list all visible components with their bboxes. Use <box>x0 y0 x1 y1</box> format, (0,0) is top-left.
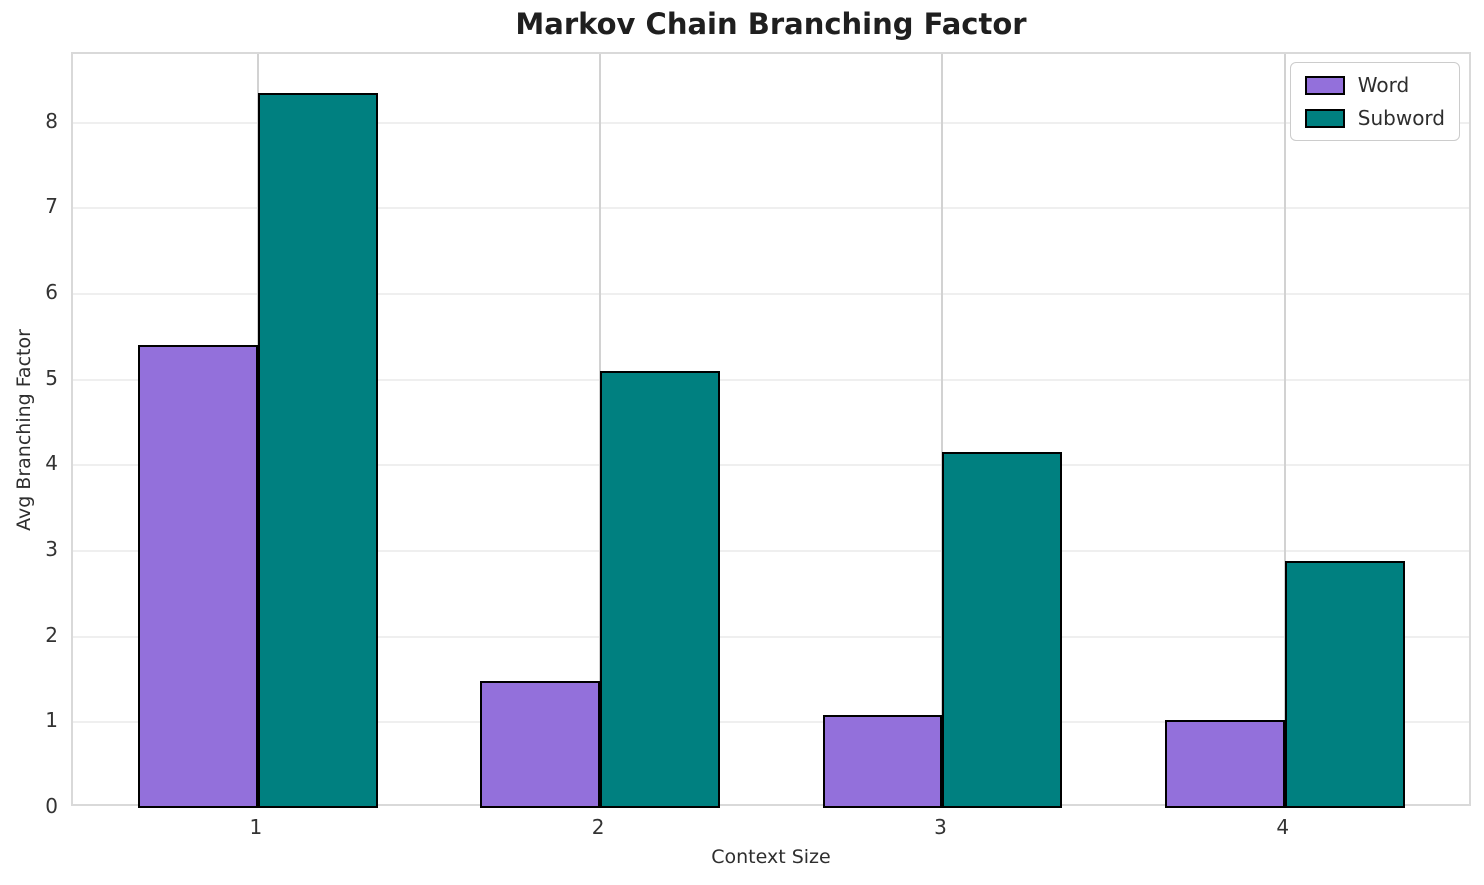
legend-swatch-subword <box>1304 108 1345 128</box>
legend-label: Subword <box>1357 106 1445 130</box>
legend-entry-word: Word <box>1304 73 1445 97</box>
x-tick-label: 4 <box>1276 815 1290 839</box>
h-gridline <box>73 121 1469 124</box>
x-axis-label: Context Size <box>711 846 831 868</box>
bar-subword-1 <box>257 92 378 808</box>
v-gridline <box>1283 54 1286 804</box>
bar-word-2 <box>480 681 601 808</box>
y-tick-label: 2 <box>45 622 58 647</box>
x-tick-label: 3 <box>934 815 947 839</box>
bar-word-4 <box>1164 719 1285 808</box>
y-tick-label: 4 <box>45 451 58 476</box>
h-gridline <box>73 292 1469 295</box>
y-tick-label: 7 <box>45 194 58 219</box>
v-gridline <box>941 54 944 804</box>
legend: Word Subword <box>1289 62 1460 141</box>
y-tick-label: 5 <box>45 365 58 390</box>
x-tick-label: 1 <box>249 815 263 839</box>
bar-subword-2 <box>600 371 720 808</box>
legend-swatch-word <box>1304 75 1345 95</box>
h-gridline <box>73 207 1469 210</box>
h-gridline <box>73 635 1469 638</box>
y-tick-label: 1 <box>45 708 58 733</box>
bar-subword-3 <box>942 452 1063 808</box>
h-gridline <box>73 378 1469 381</box>
bar-word-3 <box>822 715 943 808</box>
y-tick-label: 6 <box>45 279 58 304</box>
y-tick-label: 0 <box>45 794 58 818</box>
legend-label: Word <box>1357 73 1410 97</box>
plot-area <box>71 52 1471 808</box>
h-gridline <box>73 464 1469 467</box>
bar-word-1 <box>138 345 258 808</box>
chart-title: Markov Chain Branching Factor <box>515 7 1027 41</box>
legend-entry-subword: Subword <box>1304 106 1445 130</box>
bar-subword-4 <box>1284 561 1405 808</box>
h-gridline <box>73 721 1469 724</box>
x-tick-label: 2 <box>591 815 605 839</box>
h-gridline <box>73 549 1469 552</box>
y-tick-label: 8 <box>45 108 58 133</box>
y-tick-label: 3 <box>45 536 58 561</box>
